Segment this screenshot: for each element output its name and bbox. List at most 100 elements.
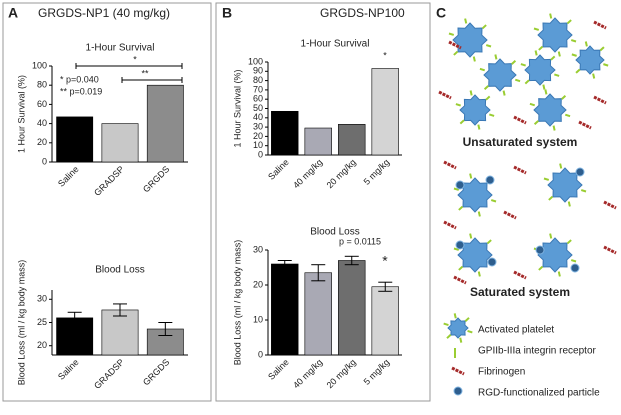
x-tick-label: 5 mg/kg [362, 357, 392, 387]
receptor [459, 119, 465, 125]
receptor [489, 113, 495, 117]
fibrinogen [513, 165, 527, 175]
x-tick-label: 40 mg/kg [291, 357, 324, 390]
annotation: * [133, 54, 137, 64]
chart-title: 1-Hour Survival [301, 39, 370, 50]
particle [453, 386, 463, 396]
receptor [469, 90, 473, 96]
x-tick-label: GRADSP [92, 357, 126, 391]
receptor [458, 205, 464, 211]
y-tick-label: 60 [253, 94, 263, 104]
x-tick-label: 40 mg/kg [291, 157, 324, 190]
y-axis-label: 1 Hour Survival (%) [232, 69, 242, 147]
receptor [448, 32, 455, 36]
panel-letter: B [222, 5, 232, 21]
x-tick-label: GRGDS [141, 164, 171, 194]
receptor [458, 265, 464, 271]
receptor [490, 199, 497, 203]
legend-label: GPIIb-IIIa integrin receptor [478, 346, 597, 357]
y-tick-label: 40 [37, 118, 47, 128]
chart-title: Blood Loss [95, 265, 144, 276]
receptor [543, 177, 550, 181]
bar [371, 68, 399, 156]
particle [455, 180, 465, 190]
bar [101, 123, 139, 163]
receptor [580, 189, 587, 193]
receptor [549, 13, 553, 19]
receptor [477, 211, 481, 217]
x-tick-label: 20 mg/kg [325, 357, 358, 390]
fibrinogen [443, 160, 457, 170]
fibrinogen [513, 115, 527, 125]
bar [271, 110, 299, 156]
y-tick-label: 20 [253, 131, 263, 141]
y-axis-label: 1 Hour Survival (%) [16, 75, 26, 153]
error-bar [378, 281, 393, 292]
error-bar [113, 303, 127, 317]
particle [535, 245, 545, 255]
receptor [529, 102, 536, 107]
diagram-heading: Saturated system [470, 285, 570, 299]
annotation: p = 0.0115 [339, 236, 381, 246]
receptor [481, 24, 487, 30]
x-tick-label: GRGDS [141, 357, 171, 387]
bar [338, 124, 366, 156]
receptor [486, 239, 492, 245]
particle [455, 240, 465, 250]
fibrinogen [448, 40, 462, 50]
platelet-body [537, 17, 573, 53]
receptor [552, 125, 556, 131]
annotation: * [382, 253, 388, 269]
platelet [543, 163, 587, 207]
y-tick-label: 50 [253, 103, 263, 113]
annotation: * [383, 50, 387, 60]
receptor [557, 51, 561, 57]
fibrinogen [451, 366, 465, 376]
receptor [464, 18, 468, 24]
platelet-body [483, 58, 517, 92]
diagram-heading: Unsaturated system [463, 135, 578, 149]
x-tick-label: 20 mg/kg [325, 157, 358, 190]
receptor [575, 68, 581, 74]
platelet [533, 233, 577, 277]
annotation: ** p=0.019 [60, 86, 102, 96]
receptor [603, 63, 609, 67]
receptor [524, 79, 530, 85]
receptor [566, 19, 572, 25]
receptor [485, 44, 492, 48]
y-tick-label: 30 [253, 244, 263, 254]
platelet-body [457, 237, 493, 273]
fibrinogen [513, 270, 527, 280]
receptor [571, 53, 577, 57]
fibrinogen [603, 200, 617, 210]
receptor [548, 195, 554, 201]
annotation: ** [141, 68, 149, 78]
x-tick-label: 5 mg/kg [362, 157, 392, 187]
y-tick-label: 40 [253, 112, 263, 122]
y-tick-label: 70 [253, 84, 263, 94]
fibrinogen [593, 95, 607, 105]
platelet-body [459, 94, 491, 126]
bar [304, 272, 332, 356]
platelet [453, 233, 497, 277]
diagram-art [438, 13, 617, 396]
receptor [472, 56, 476, 62]
chart-title: 1-Hour Survival [86, 43, 155, 54]
particle [485, 175, 495, 185]
y-tick-label: 0 [258, 349, 263, 359]
y-tick-label: 10 [253, 314, 263, 324]
platelet-body [447, 317, 469, 339]
receptor [459, 337, 463, 343]
bar [338, 260, 366, 356]
receptor [554, 73, 560, 77]
platelet-body [547, 167, 583, 203]
y-tick-label: 100 [248, 56, 263, 66]
receptor [485, 95, 491, 101]
y-tick-label: 90 [253, 66, 263, 76]
receptor [467, 329, 473, 334]
bar [371, 286, 399, 356]
receptor [533, 27, 540, 31]
x-tick-label: Saline [266, 157, 291, 182]
receptor [514, 78, 521, 83]
